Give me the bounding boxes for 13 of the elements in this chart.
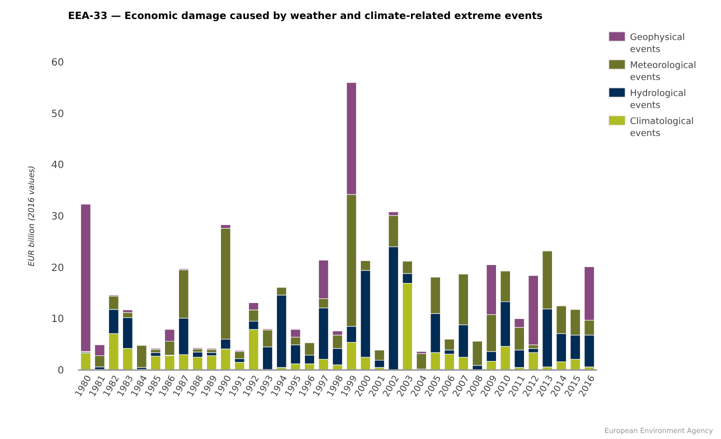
y-tick-label: 30 xyxy=(51,212,64,222)
legend-label: Climatological events xyxy=(630,117,694,139)
y-tick-label: 10 xyxy=(51,314,64,326)
y-tick-label: 40 xyxy=(51,160,64,172)
y-tick-label: 20 xyxy=(51,262,64,274)
y-axis-title: EUR billion (2016 values) xyxy=(27,166,36,266)
legend-label: Geophysical events xyxy=(630,33,685,55)
y-tick-label: 0 xyxy=(58,366,64,376)
legend-label: Hydrological events xyxy=(630,89,686,111)
y-tick-label: 60 xyxy=(51,58,64,68)
legend-label: Meteorological events xyxy=(630,61,696,83)
chart-title: EEA-33 — Economic damage caused by weather and climate-related extreme events xyxy=(68,11,543,22)
y-tick-label: 50 xyxy=(51,108,64,120)
